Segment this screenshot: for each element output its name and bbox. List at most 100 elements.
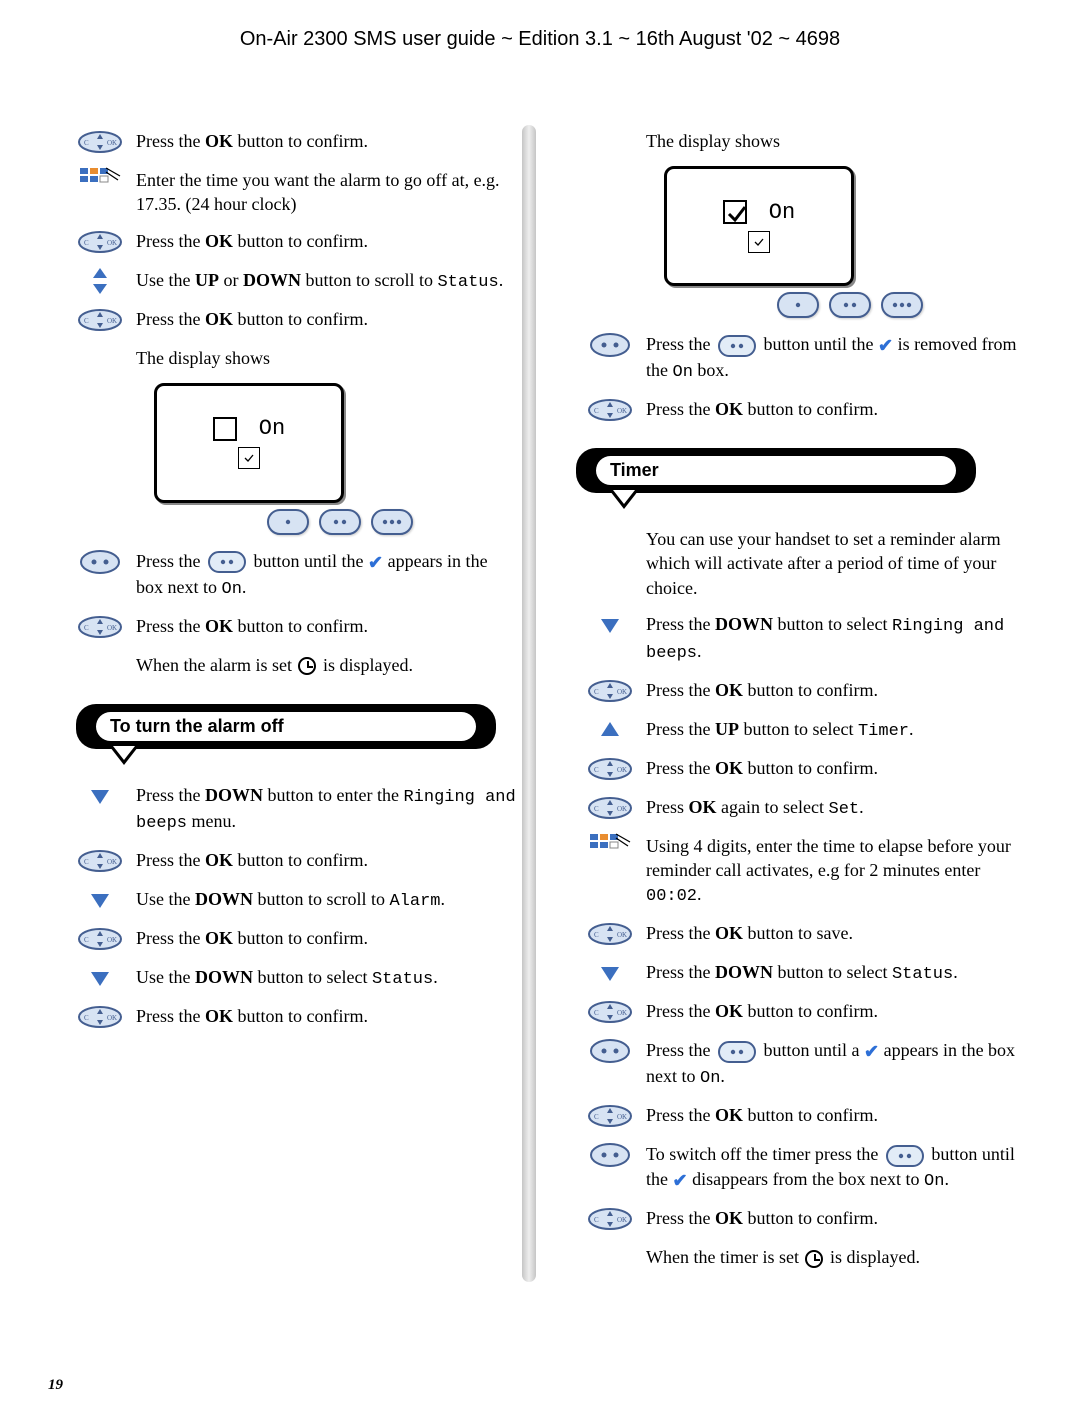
softkey-2dot-icon [76, 548, 124, 576]
svg-text:C: C [84, 624, 89, 632]
step-text: Press the OK button to confirm. [136, 305, 516, 331]
step-text: Press the DOWN button to enter the Ringi… [136, 781, 516, 837]
step-ok-1: COK Press the OK button to confirm. [76, 127, 516, 156]
ok-key-icon: C OK [76, 925, 124, 953]
step-up-r1: Press the UP button to select Timer. [586, 715, 1026, 744]
down-icon [586, 959, 634, 987]
svg-text:C: C [84, 858, 89, 866]
svg-text:OK: OK [617, 688, 627, 696]
step-updown: Use the UP or DOWN button to scroll to S… [76, 266, 516, 295]
lcd-display: On [664, 166, 854, 286]
step-keypad: Enter the time you want the alarm to go … [76, 166, 516, 217]
step-text: Press the button until a ✔ appears in th… [646, 1036, 1026, 1091]
column-gutter [522, 125, 536, 1282]
svg-text:OK: OK [617, 407, 627, 415]
ok-key-icon: COK [586, 1205, 634, 1233]
softkey-3dot-icon [371, 509, 413, 535]
step-text: When the timer is set is displayed. [646, 1243, 1026, 1269]
step-down-2: Use the DOWN button to scroll to Alarm. [76, 885, 516, 914]
softkey-3dot-icon [881, 292, 923, 318]
select-indicator [748, 231, 770, 253]
svg-text:OK: OK [107, 936, 117, 944]
ok-key-icon: C OK [586, 677, 634, 705]
step-ok-6: COK Press the OK button to confirm. [76, 924, 516, 953]
checkbox-checked [723, 200, 747, 224]
step-ok-save: COK Press the OK button to save. [586, 919, 1026, 948]
ok-key-icon: C OK [586, 396, 634, 424]
step-text: Press the OK button to confirm. [136, 846, 516, 872]
svg-text:OK: OK [617, 766, 627, 774]
step-ok-again: COK Press OK again to select Set. [586, 793, 1026, 822]
down-icon [76, 886, 124, 914]
section-alarm-off: To turn the alarm off [76, 704, 496, 749]
clock-icon [805, 1250, 823, 1268]
svg-text:C: C [84, 936, 89, 944]
softkey-2dot-icon [586, 1141, 634, 1169]
ok-key-icon: COK [76, 1003, 124, 1031]
step-ok-4: C OK Press the OK button to confirm. [76, 612, 516, 641]
svg-text:C: C [84, 317, 89, 325]
step-display-intro: The display shows [76, 344, 516, 373]
step-alarm-set: When the alarm is set is displayed. [76, 651, 516, 680]
right-column: The display shows On Press the button un… [586, 127, 1026, 1282]
ok-key-icon: C OK [76, 306, 124, 334]
step-text: Using 4 digits, enter the time to elapse… [646, 832, 1026, 910]
ok-key-icon: C OK [586, 920, 634, 948]
step-ok-2: COK Press the OK button to confirm. [76, 227, 516, 256]
softkey-2dot-icon [586, 331, 634, 359]
step-text: The display shows [646, 127, 1026, 153]
svg-text:OK: OK [107, 317, 117, 325]
svg-text:OK: OK [617, 931, 627, 939]
step-ok-r5: COK Press the OK button to confirm. [586, 1101, 1026, 1130]
svg-text:C: C [594, 931, 599, 939]
svg-text:OK: OK [107, 858, 117, 866]
keypad-icon [76, 167, 124, 195]
svg-text:OK: OK [107, 624, 117, 632]
step-text: You can use your handset to set a remind… [646, 525, 1026, 600]
step-text: Press the OK button to confirm. [646, 1204, 1026, 1230]
ok-key-icon: COK [586, 794, 634, 822]
step-text: Press the OK button to confirm. [646, 754, 1026, 780]
left-column: C OK Press the OK button to confirm. Ente… [76, 127, 516, 1282]
ok-key-icon: COK [586, 998, 634, 1026]
step-ok-r2: C OK Press the OK button to confirm. [586, 676, 1026, 705]
on-label: On [259, 416, 285, 441]
step-text: Press the UP button to select Timer. [646, 715, 1026, 744]
check-icon: ✔ [864, 1042, 879, 1062]
step-text: Press the OK button to confirm. [646, 676, 1026, 702]
page-header: On-Air 2300 SMS user guide ~ Edition 3.1… [0, 0, 1080, 51]
inline-2dot-icon [886, 1145, 924, 1167]
up-icon [586, 716, 634, 744]
check-icon: ✔ [878, 336, 893, 356]
svg-text:C: C [594, 407, 599, 415]
step-text: Press the OK button to confirm. [136, 127, 516, 153]
svg-text:C: C [594, 688, 599, 696]
step-down-r2: Press the DOWN button to select Status. [586, 958, 1026, 987]
ok-key-icon: C OK [586, 755, 634, 783]
step-ok-r6: COK Press the OK button to confirm. [586, 1204, 1026, 1233]
step-ok-r1: COK Press the OK button to confirm. [586, 395, 1026, 424]
step-text: Press OK again to select Set. [646, 793, 1026, 822]
step-text: Press the OK button to confirm. [136, 612, 516, 638]
svg-text:C: C [594, 766, 599, 774]
section-timer: Timer [576, 448, 976, 493]
svg-text:OK: OK [107, 239, 117, 247]
svg-text:C: C [594, 1216, 599, 1224]
down-icon [586, 611, 634, 639]
step-down-1: Press the DOWN button to enter the Ringi… [76, 781, 516, 837]
step-keypad-r: Using 4 digits, enter the time to elapse… [586, 832, 1026, 910]
step-two-dot: Press the button until the ✔ appears in … [76, 547, 516, 602]
step-ok-r3: C OK Press the OK button to confirm. [586, 754, 1026, 783]
display-block-2: On [646, 166, 1026, 318]
step-text: Use the DOWN button to select Status. [136, 963, 516, 992]
step-timer-intro: You can use your handset to set a remind… [586, 525, 1026, 600]
step-text: To switch off the timer press the button… [646, 1140, 1026, 1194]
svg-text:C: C [594, 1113, 599, 1121]
svg-text:OK: OK [617, 1113, 627, 1121]
step-timer-set: When the timer is set is displayed. [586, 1243, 1026, 1272]
svg-text:C: C [84, 1014, 89, 1022]
softkey-row [164, 509, 516, 535]
step-text: Enter the time you want the alarm to go … [136, 166, 516, 217]
updown-icon [76, 267, 124, 295]
display-block-1: On [136, 383, 516, 535]
